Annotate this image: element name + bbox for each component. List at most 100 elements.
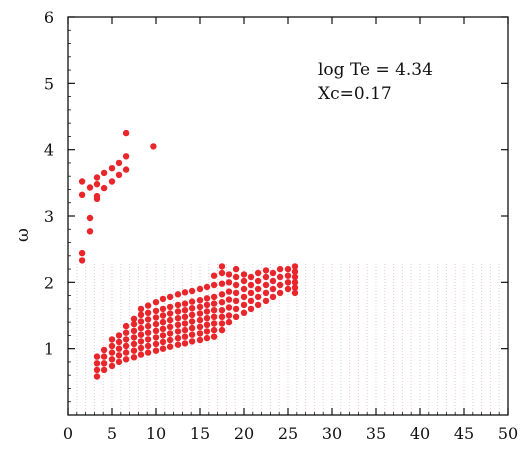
point-s1-62 [159, 295, 167, 303]
point-s1-137 [232, 305, 240, 313]
point-s0-20 [150, 143, 157, 150]
point-s1-135 [225, 271, 233, 278]
point-s0-14 [108, 165, 116, 172]
point-s1-138 [232, 297, 240, 305]
point-s1-23 [122, 322, 130, 330]
point-s1-71 [174, 341, 182, 348]
point-s1-42 [144, 329, 152, 336]
point-s1-48 [152, 340, 160, 348]
point-s1-114 [210, 313, 218, 320]
point-s1-7 [100, 346, 108, 354]
point-s1-168 [276, 289, 284, 297]
point-s1-11 [108, 342, 116, 350]
point-s1-72 [174, 334, 182, 342]
point-s1-110 [203, 283, 211, 291]
point-s1-1 [93, 366, 101, 374]
annotation-log-te: log Te = 4.34 [318, 60, 433, 80]
point-s0-4 [86, 228, 94, 235]
point-s1-171 [276, 265, 284, 273]
point-s1-45 [144, 309, 152, 316]
point-s1-92 [188, 305, 196, 312]
x-tick-label-10: 50 [498, 424, 518, 443]
point-s1-103 [203, 334, 211, 342]
point-s1-105 [203, 321, 211, 328]
point-s0-2 [78, 191, 86, 198]
point-s1-60 [159, 312, 167, 319]
point-s1-40 [144, 342, 152, 350]
point-s1-153 [247, 273, 255, 281]
point-s0-16 [115, 159, 123, 167]
point-s1-32 [137, 344, 145, 352]
point-s1-36 [137, 318, 145, 325]
y-tick-label-3: 4 [44, 141, 54, 160]
point-s1-27 [130, 334, 138, 341]
point-s1-101 [196, 297, 204, 304]
point-s1-28 [130, 327, 138, 334]
point-s1-6 [100, 353, 108, 360]
point-s1-79 [181, 340, 189, 347]
point-s1-58 [159, 325, 167, 332]
point-s1-94 [188, 287, 196, 295]
point-s1-155 [254, 293, 262, 301]
point-s1-134 [225, 279, 233, 286]
point-s1-64 [166, 336, 174, 344]
point-s1-17 [115, 332, 123, 339]
point-s1-33 [137, 338, 145, 345]
point-s1-88 [188, 331, 196, 338]
point-s1-13 [115, 358, 123, 366]
point-s1-84 [181, 307, 189, 314]
point-s1-104 [203, 328, 211, 335]
point-s0-19 [122, 129, 130, 137]
point-s1-74 [174, 321, 182, 328]
point-s1-29 [130, 320, 138, 328]
point-s1-136 [232, 313, 240, 320]
point-s1-37 [137, 311, 145, 318]
point-s1-96 [196, 330, 204, 337]
point-s1-59 [159, 318, 167, 326]
point-s1-123 [218, 307, 226, 314]
point-s1-176 [291, 289, 299, 297]
point-s1-77 [174, 301, 182, 309]
point-s1-87 [188, 338, 196, 345]
point-s1-69 [166, 303, 174, 311]
point-s1-81 [181, 326, 189, 334]
point-s1-117 [210, 293, 218, 301]
point-s1-10 [108, 349, 116, 356]
point-s1-70 [166, 293, 174, 301]
point-s0-13 [108, 178, 116, 185]
point-s1-21 [122, 336, 130, 343]
point-s1-34 [137, 331, 145, 338]
point-s1-120 [218, 326, 226, 334]
point-s1-16 [115, 338, 123, 346]
point-s1-49 [152, 334, 160, 341]
point-s0-11 [100, 184, 108, 192]
point-s1-150 [247, 297, 255, 305]
point-s0-5 [86, 214, 94, 222]
point-s1-75 [174, 315, 182, 322]
point-s1-149 [247, 305, 255, 313]
point-s1-141 [232, 273, 240, 281]
point-s1-173 [284, 279, 292, 286]
point-s1-73 [174, 328, 182, 335]
point-s1-163 [262, 267, 270, 274]
x-tick-label-8: 40 [410, 424, 430, 443]
point-s1-39 [144, 349, 152, 356]
point-s1-125 [218, 291, 226, 298]
point-s1-90 [188, 318, 196, 325]
point-s1-8 [108, 362, 116, 370]
point-s1-177 [291, 284, 299, 291]
x-tick-label-0: 0 [63, 424, 73, 443]
point-s1-50 [152, 327, 160, 334]
point-s1-160 [262, 289, 270, 297]
y-tick-label-0: 1 [44, 340, 54, 359]
point-s1-172 [284, 285, 292, 293]
point-s1-152 [247, 281, 255, 289]
point-s0-0 [78, 257, 86, 264]
point-s1-115 [210, 307, 218, 314]
point-s1-132 [225, 296, 233, 303]
point-s1-130 [225, 312, 233, 319]
y-tick-label-5: 6 [44, 8, 54, 27]
point-s1-181 [291, 263, 299, 270]
point-s1-41 [144, 336, 152, 343]
point-s1-93 [188, 298, 196, 305]
